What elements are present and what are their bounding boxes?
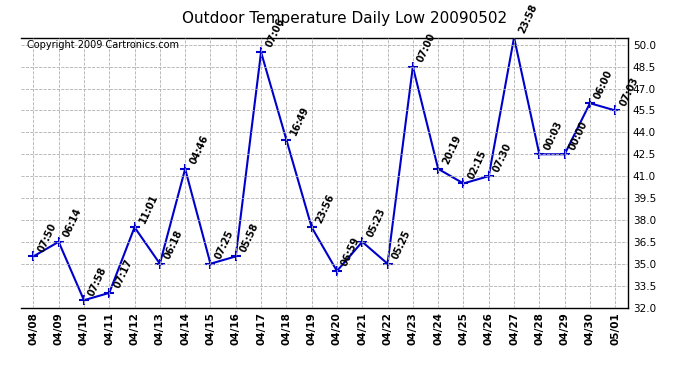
Text: 05:25: 05:25 [391, 229, 413, 261]
Text: 02:15: 02:15 [466, 148, 489, 181]
Text: 05:58: 05:58 [239, 221, 261, 254]
Text: 11:01: 11:01 [137, 192, 159, 225]
Text: 20:19: 20:19 [441, 134, 463, 166]
Text: 06:59: 06:59 [339, 236, 362, 268]
Text: 07:03: 07:03 [618, 75, 640, 108]
Text: 06:18: 06:18 [163, 228, 185, 261]
Text: 07:30: 07:30 [491, 141, 513, 173]
Text: 07:58: 07:58 [87, 265, 109, 297]
Text: 07:00: 07:00 [415, 32, 437, 64]
Text: 07:06: 07:06 [264, 17, 286, 50]
Text: 00:00: 00:00 [567, 119, 589, 152]
Text: Copyright 2009 Cartronics.com: Copyright 2009 Cartronics.com [27, 40, 179, 50]
Text: 05:23: 05:23 [365, 207, 387, 239]
Text: 07:25: 07:25 [213, 229, 235, 261]
Text: 06:14: 06:14 [61, 207, 83, 239]
Text: 23:56: 23:56 [315, 192, 337, 225]
Text: 04:46: 04:46 [188, 134, 210, 166]
Text: 00:03: 00:03 [542, 119, 564, 152]
Text: 23:58: 23:58 [517, 2, 539, 35]
Text: 16:49: 16:49 [289, 105, 311, 137]
Text: 06:00: 06:00 [593, 68, 615, 100]
Text: 07:17: 07:17 [112, 258, 134, 290]
Text: Outdoor Temperature Daily Low 20090502: Outdoor Temperature Daily Low 20090502 [182, 11, 508, 26]
Text: 07:50: 07:50 [36, 221, 58, 254]
